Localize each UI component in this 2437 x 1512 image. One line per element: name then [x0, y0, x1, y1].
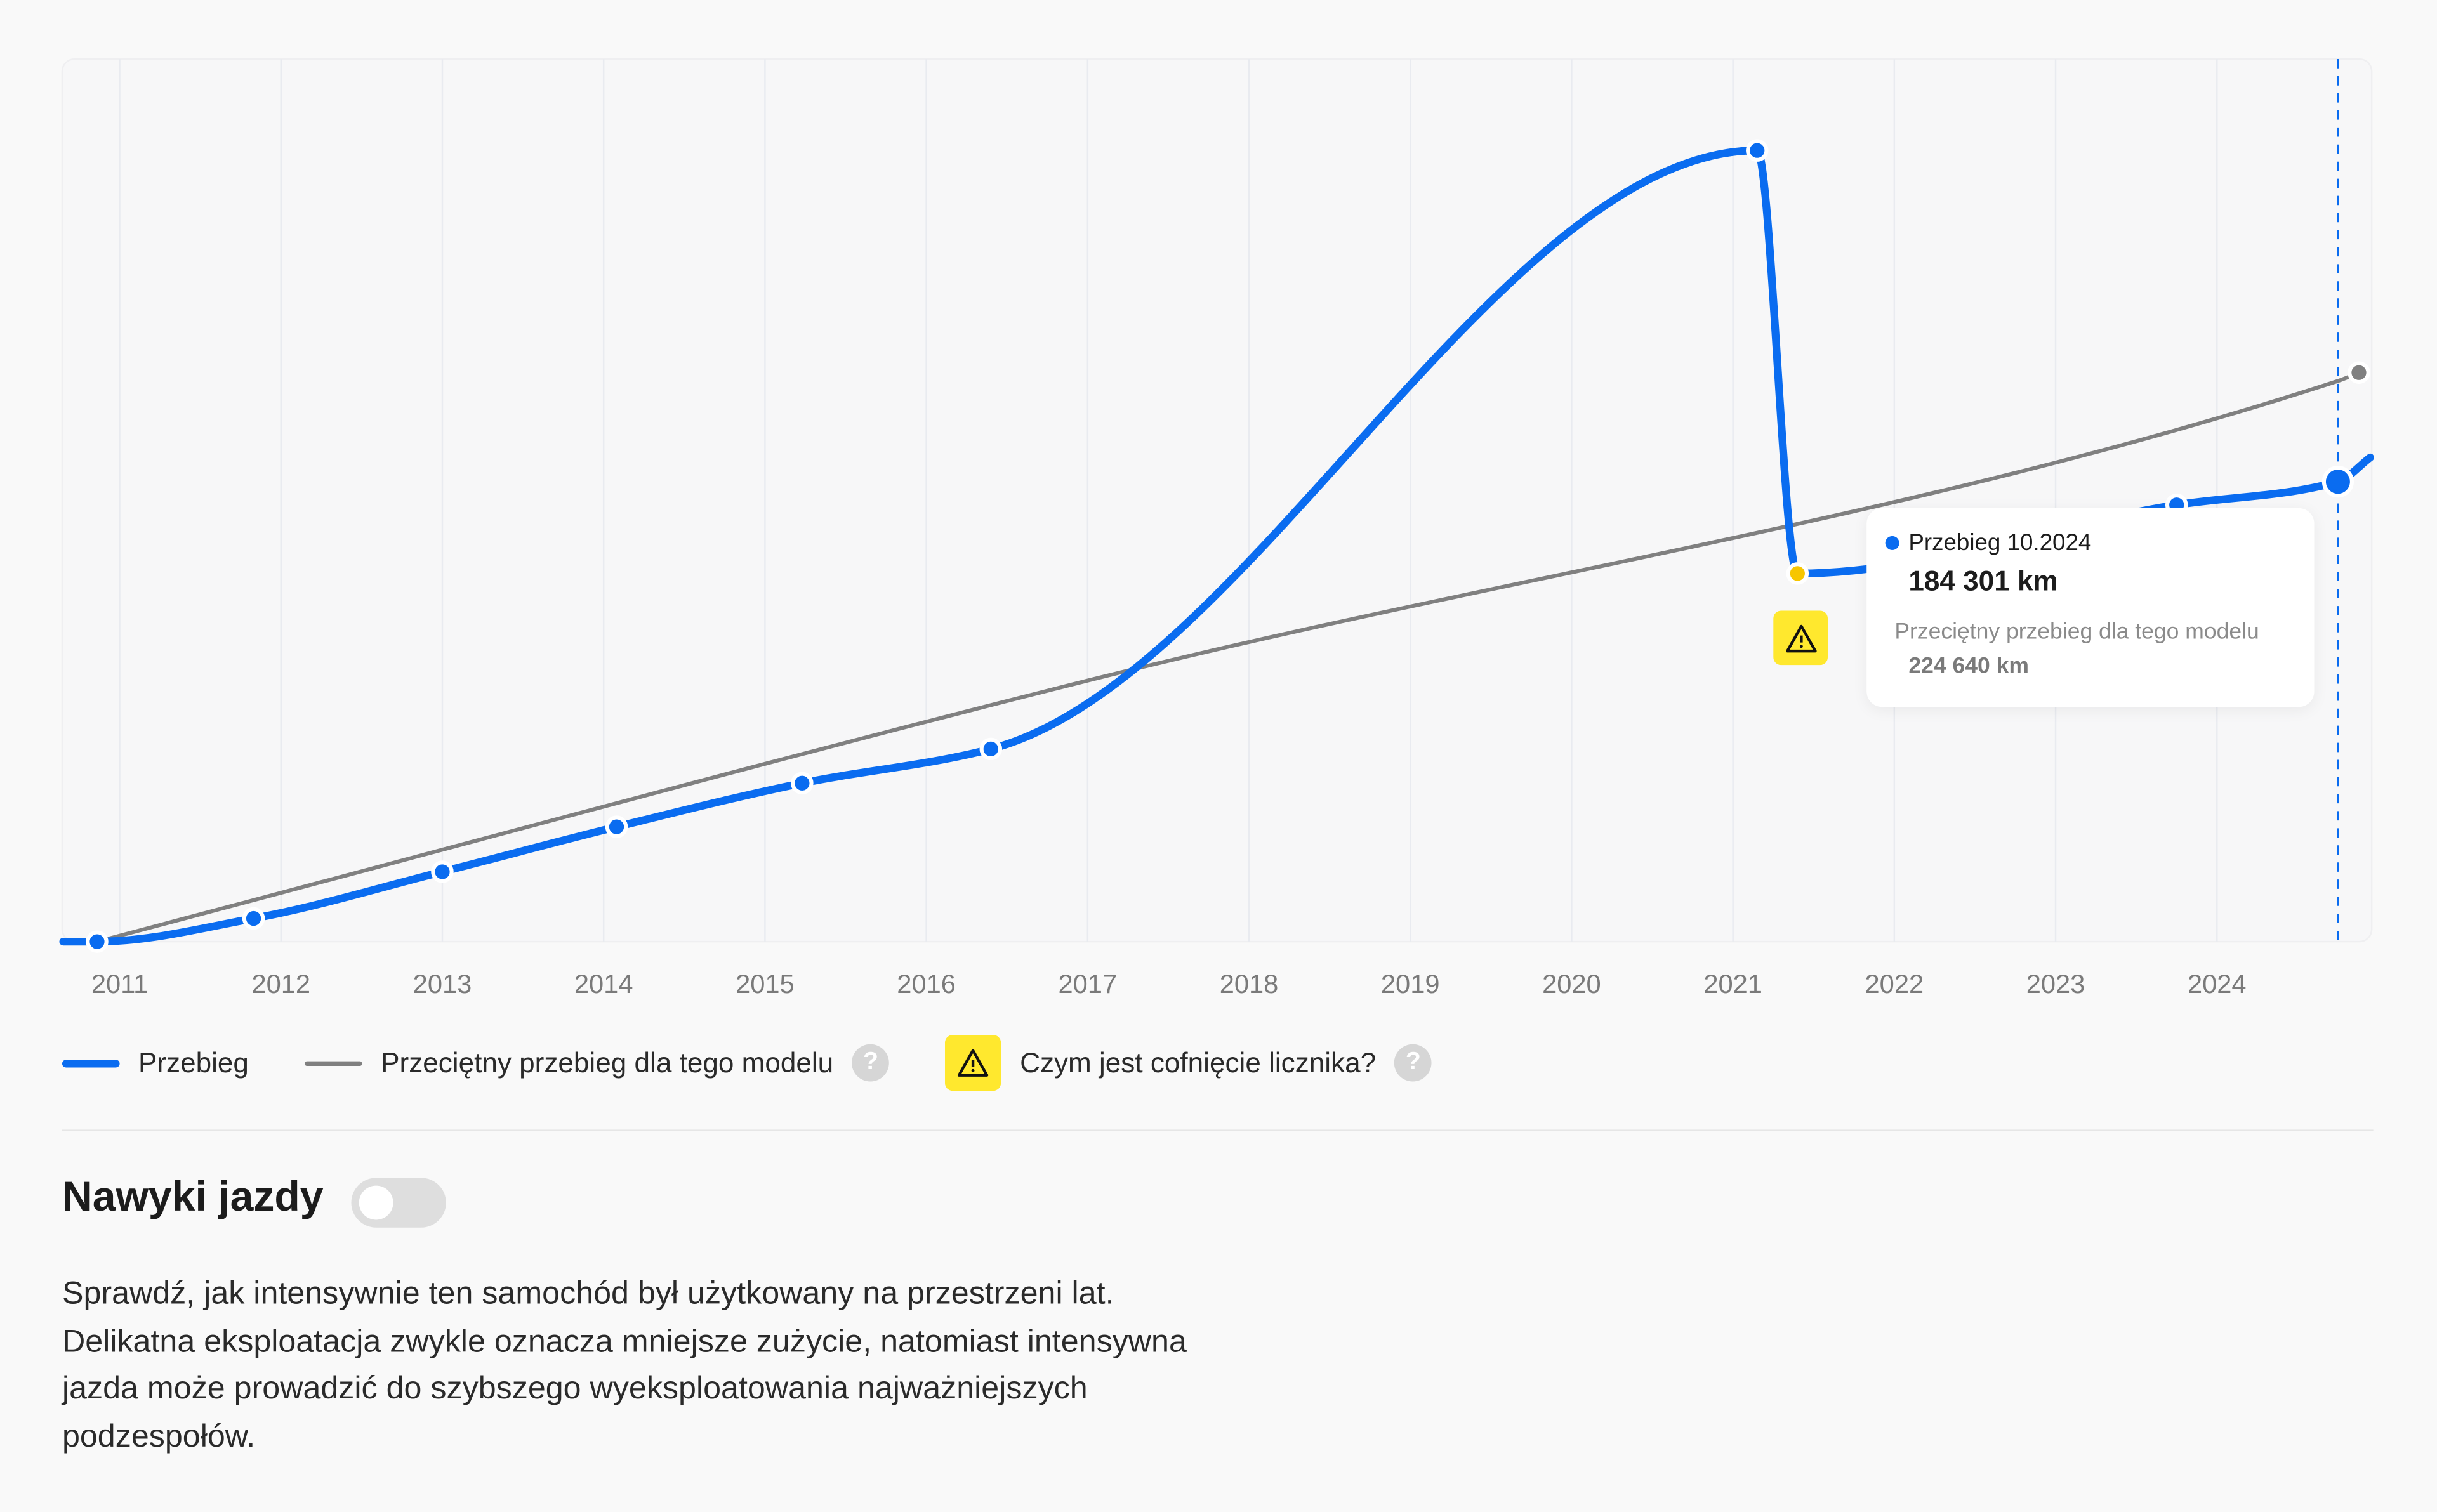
average-point [2348, 361, 2370, 385]
legend-average: Przeciętny przebieg dla tego modelu [381, 1046, 834, 1078]
mileage-point [1746, 139, 1769, 162]
mileage-point [605, 815, 628, 838]
x-tick-label: 2021 [1703, 969, 1762, 999]
tooltip-value: 184 301 km [1908, 565, 2058, 597]
section-description: Sprawdź, jak intensywnie ten samochód by… [62, 1275, 1187, 1454]
mileage-point [791, 772, 814, 795]
driving-habits-toggle[interactable] [351, 1178, 446, 1228]
section-title: Nawyki jazdy [62, 1173, 324, 1220]
x-tick-label: 2019 [1381, 969, 1440, 999]
x-tick-label: 2013 [413, 969, 472, 999]
x-tick-label: 2018 [1220, 969, 1279, 999]
mileage-point [2321, 466, 2354, 498]
rollback-warning-marker[interactable] [1773, 610, 1828, 666]
x-tick-label: 2024 [2188, 969, 2247, 999]
legend-warning-icon [945, 1035, 1001, 1091]
rollback-point [1786, 562, 1809, 585]
x-tick-label: 2014 [574, 969, 633, 999]
legend-mileage: Przebieg [138, 1046, 249, 1078]
x-tick-label: 2012 [251, 969, 310, 999]
legend-swatch-average [305, 1060, 362, 1065]
mileage-point [979, 737, 1003, 761]
x-tick-label: 2015 [736, 969, 795, 999]
chart-legend: Przebieg Przeciętny przebieg dla tego mo… [62, 1035, 1432, 1091]
x-tick-label: 2022 [1865, 969, 1924, 999]
mileage-point [431, 860, 454, 883]
x-tick-label: 2016 [897, 969, 956, 999]
tooltip-avg-label: Przeciętny przebieg dla tego modelu [1894, 620, 2259, 645]
tooltip-avg-value: 224 640 km [1908, 654, 2029, 680]
x-tick-label: 2020 [1542, 969, 1601, 999]
x-tick-label: 2023 [2026, 969, 2085, 999]
legend-rollback-link[interactable]: Czym jest cofnięcie licznika? [1020, 1046, 1377, 1078]
help-icon[interactable]: ? [1394, 1044, 1432, 1082]
plot-area [61, 58, 2373, 943]
mileage-chart: 2011 2012 2013 2014 2015 2016 2017 2018 2019 2020… [59, 58, 2374, 999]
chart-tooltip: Przebieg 10.2024 184 301 km Przeciętny p… [1866, 508, 2315, 707]
series-dot [1885, 536, 1899, 550]
legend-swatch-mileage [62, 1058, 120, 1067]
mileage-point [86, 930, 109, 953]
warning-icon [1785, 624, 1816, 652]
help-icon[interactable]: ? [852, 1044, 890, 1082]
average-line [95, 371, 2361, 944]
mileage-point [242, 907, 265, 930]
x-tick-label: 2017 [1059, 969, 1118, 999]
tooltip-title: Przebieg 10.2024 [1908, 530, 2092, 556]
divider [62, 1129, 2374, 1131]
x-tick-label: 2011 [91, 969, 149, 999]
toggle-knob [359, 1185, 393, 1220]
